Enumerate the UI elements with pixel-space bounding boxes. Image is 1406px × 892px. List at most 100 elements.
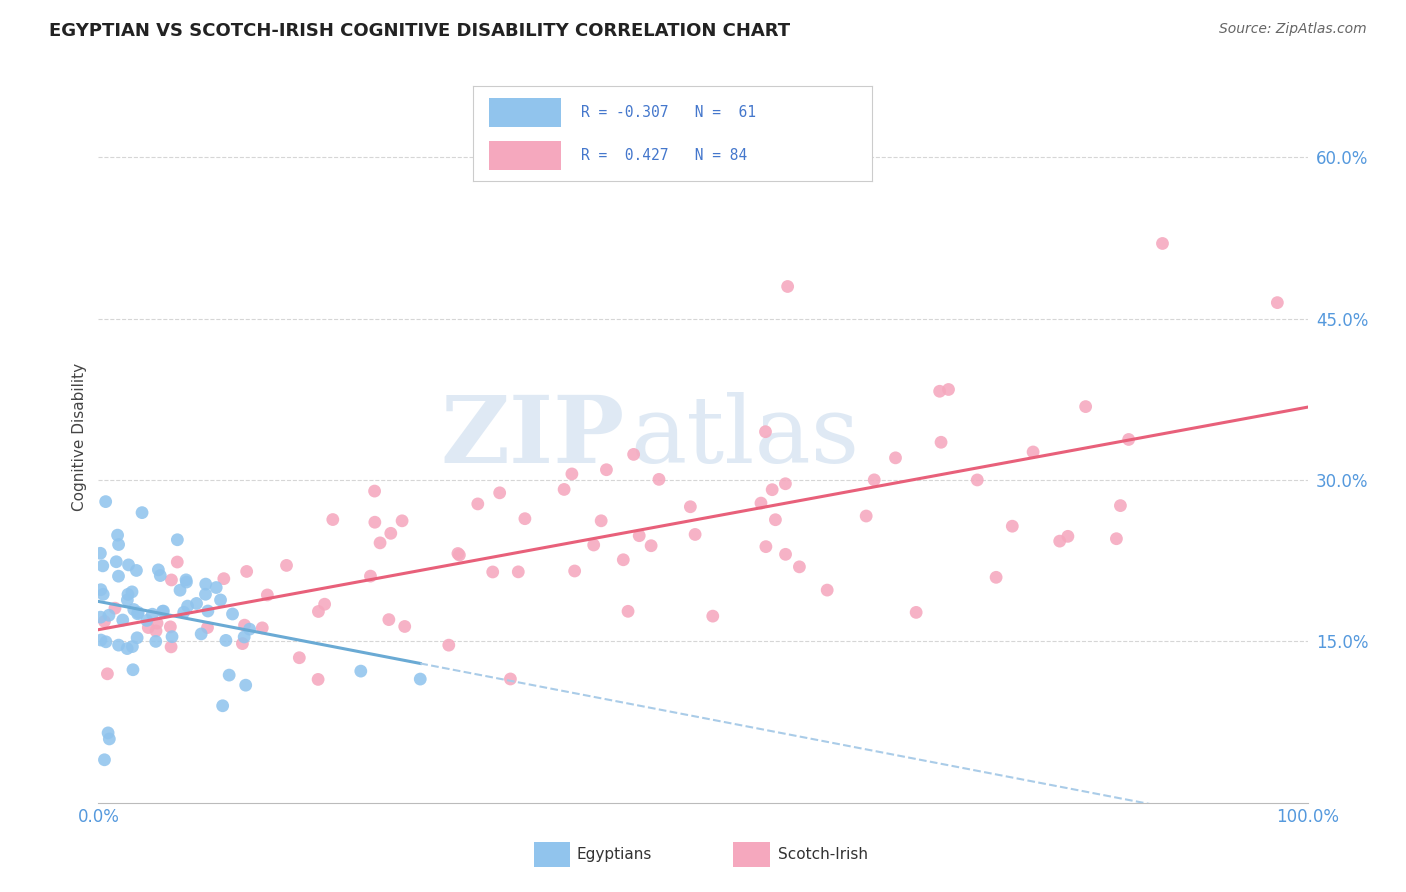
Point xyxy=(141,607,163,622)
Point xyxy=(174,573,197,587)
Point xyxy=(380,526,402,541)
Point xyxy=(1049,534,1071,549)
Point xyxy=(553,483,575,497)
Point xyxy=(152,604,174,618)
Point xyxy=(127,606,149,620)
Text: Egyptians: Egyptians xyxy=(576,847,651,862)
Point xyxy=(121,640,143,654)
Point xyxy=(307,605,329,619)
Text: ZIP: ZIP xyxy=(440,392,624,482)
Point xyxy=(984,570,1007,584)
Text: atlas: atlas xyxy=(630,392,859,482)
Point xyxy=(127,607,149,621)
Point xyxy=(93,615,115,629)
Point xyxy=(231,637,253,651)
Point xyxy=(288,650,311,665)
Point xyxy=(322,512,344,526)
Point xyxy=(350,664,373,678)
Point xyxy=(160,630,183,644)
Point xyxy=(364,515,387,529)
Point xyxy=(754,425,776,439)
Point xyxy=(233,618,256,632)
Point xyxy=(148,563,170,577)
Point xyxy=(1118,433,1140,447)
Point xyxy=(173,605,195,619)
Point xyxy=(789,559,811,574)
Point xyxy=(169,583,191,598)
Point xyxy=(683,527,706,541)
Point xyxy=(160,573,183,587)
Point xyxy=(394,619,416,633)
Text: Scotch-Irish: Scotch-Irish xyxy=(778,847,868,862)
Point xyxy=(122,602,145,616)
Point xyxy=(125,564,148,578)
Point xyxy=(190,627,212,641)
Point xyxy=(218,668,240,682)
Point xyxy=(136,621,159,635)
Point xyxy=(508,565,530,579)
Point xyxy=(117,558,139,572)
Point xyxy=(89,546,111,560)
Point xyxy=(176,575,198,590)
Point xyxy=(863,473,886,487)
Point xyxy=(209,593,232,607)
Point xyxy=(239,622,262,636)
Point xyxy=(98,731,121,746)
Point xyxy=(623,447,645,461)
Point xyxy=(131,506,153,520)
Point xyxy=(612,553,634,567)
Point xyxy=(679,500,702,514)
Point xyxy=(135,614,157,628)
Point xyxy=(513,511,536,525)
Point xyxy=(775,547,797,561)
Point xyxy=(966,473,988,487)
Point xyxy=(94,635,117,649)
Point xyxy=(409,672,432,686)
Point xyxy=(582,538,605,552)
Point xyxy=(96,666,118,681)
Point xyxy=(233,630,256,644)
Point xyxy=(152,604,174,618)
Point xyxy=(256,588,278,602)
Point xyxy=(628,529,651,543)
Point xyxy=(391,514,413,528)
Point xyxy=(449,548,471,562)
Point xyxy=(127,631,149,645)
Point xyxy=(1074,400,1097,414)
Point xyxy=(166,555,188,569)
Point xyxy=(235,678,257,692)
Point xyxy=(115,641,138,656)
Point xyxy=(211,698,233,713)
Point xyxy=(194,587,217,601)
Point xyxy=(761,483,783,497)
Point xyxy=(117,587,139,601)
Point xyxy=(564,564,586,578)
Point xyxy=(97,726,120,740)
Point xyxy=(1152,236,1174,251)
FancyBboxPatch shape xyxy=(534,841,569,867)
Point xyxy=(105,555,128,569)
Point xyxy=(363,484,385,499)
Point xyxy=(368,536,391,550)
Point xyxy=(94,494,117,508)
Point xyxy=(595,463,617,477)
Point xyxy=(149,568,172,582)
Point xyxy=(215,633,238,648)
Point xyxy=(447,547,470,561)
Point xyxy=(121,585,143,599)
Point xyxy=(186,597,208,611)
Point xyxy=(90,610,112,624)
Point xyxy=(1267,295,1289,310)
Point xyxy=(235,565,257,579)
Point xyxy=(90,633,112,648)
Point xyxy=(640,539,662,553)
Point xyxy=(905,606,928,620)
Point xyxy=(107,528,129,542)
Point xyxy=(591,514,613,528)
Point xyxy=(617,604,640,618)
Text: EGYPTIAN VS SCOTCH-IRISH COGNITIVE DISABILITY CORRELATION CHART: EGYPTIAN VS SCOTCH-IRISH COGNITIVE DISAB… xyxy=(49,22,790,40)
Point xyxy=(755,540,778,554)
Point xyxy=(197,604,219,618)
Point xyxy=(122,663,145,677)
Point xyxy=(884,450,907,465)
